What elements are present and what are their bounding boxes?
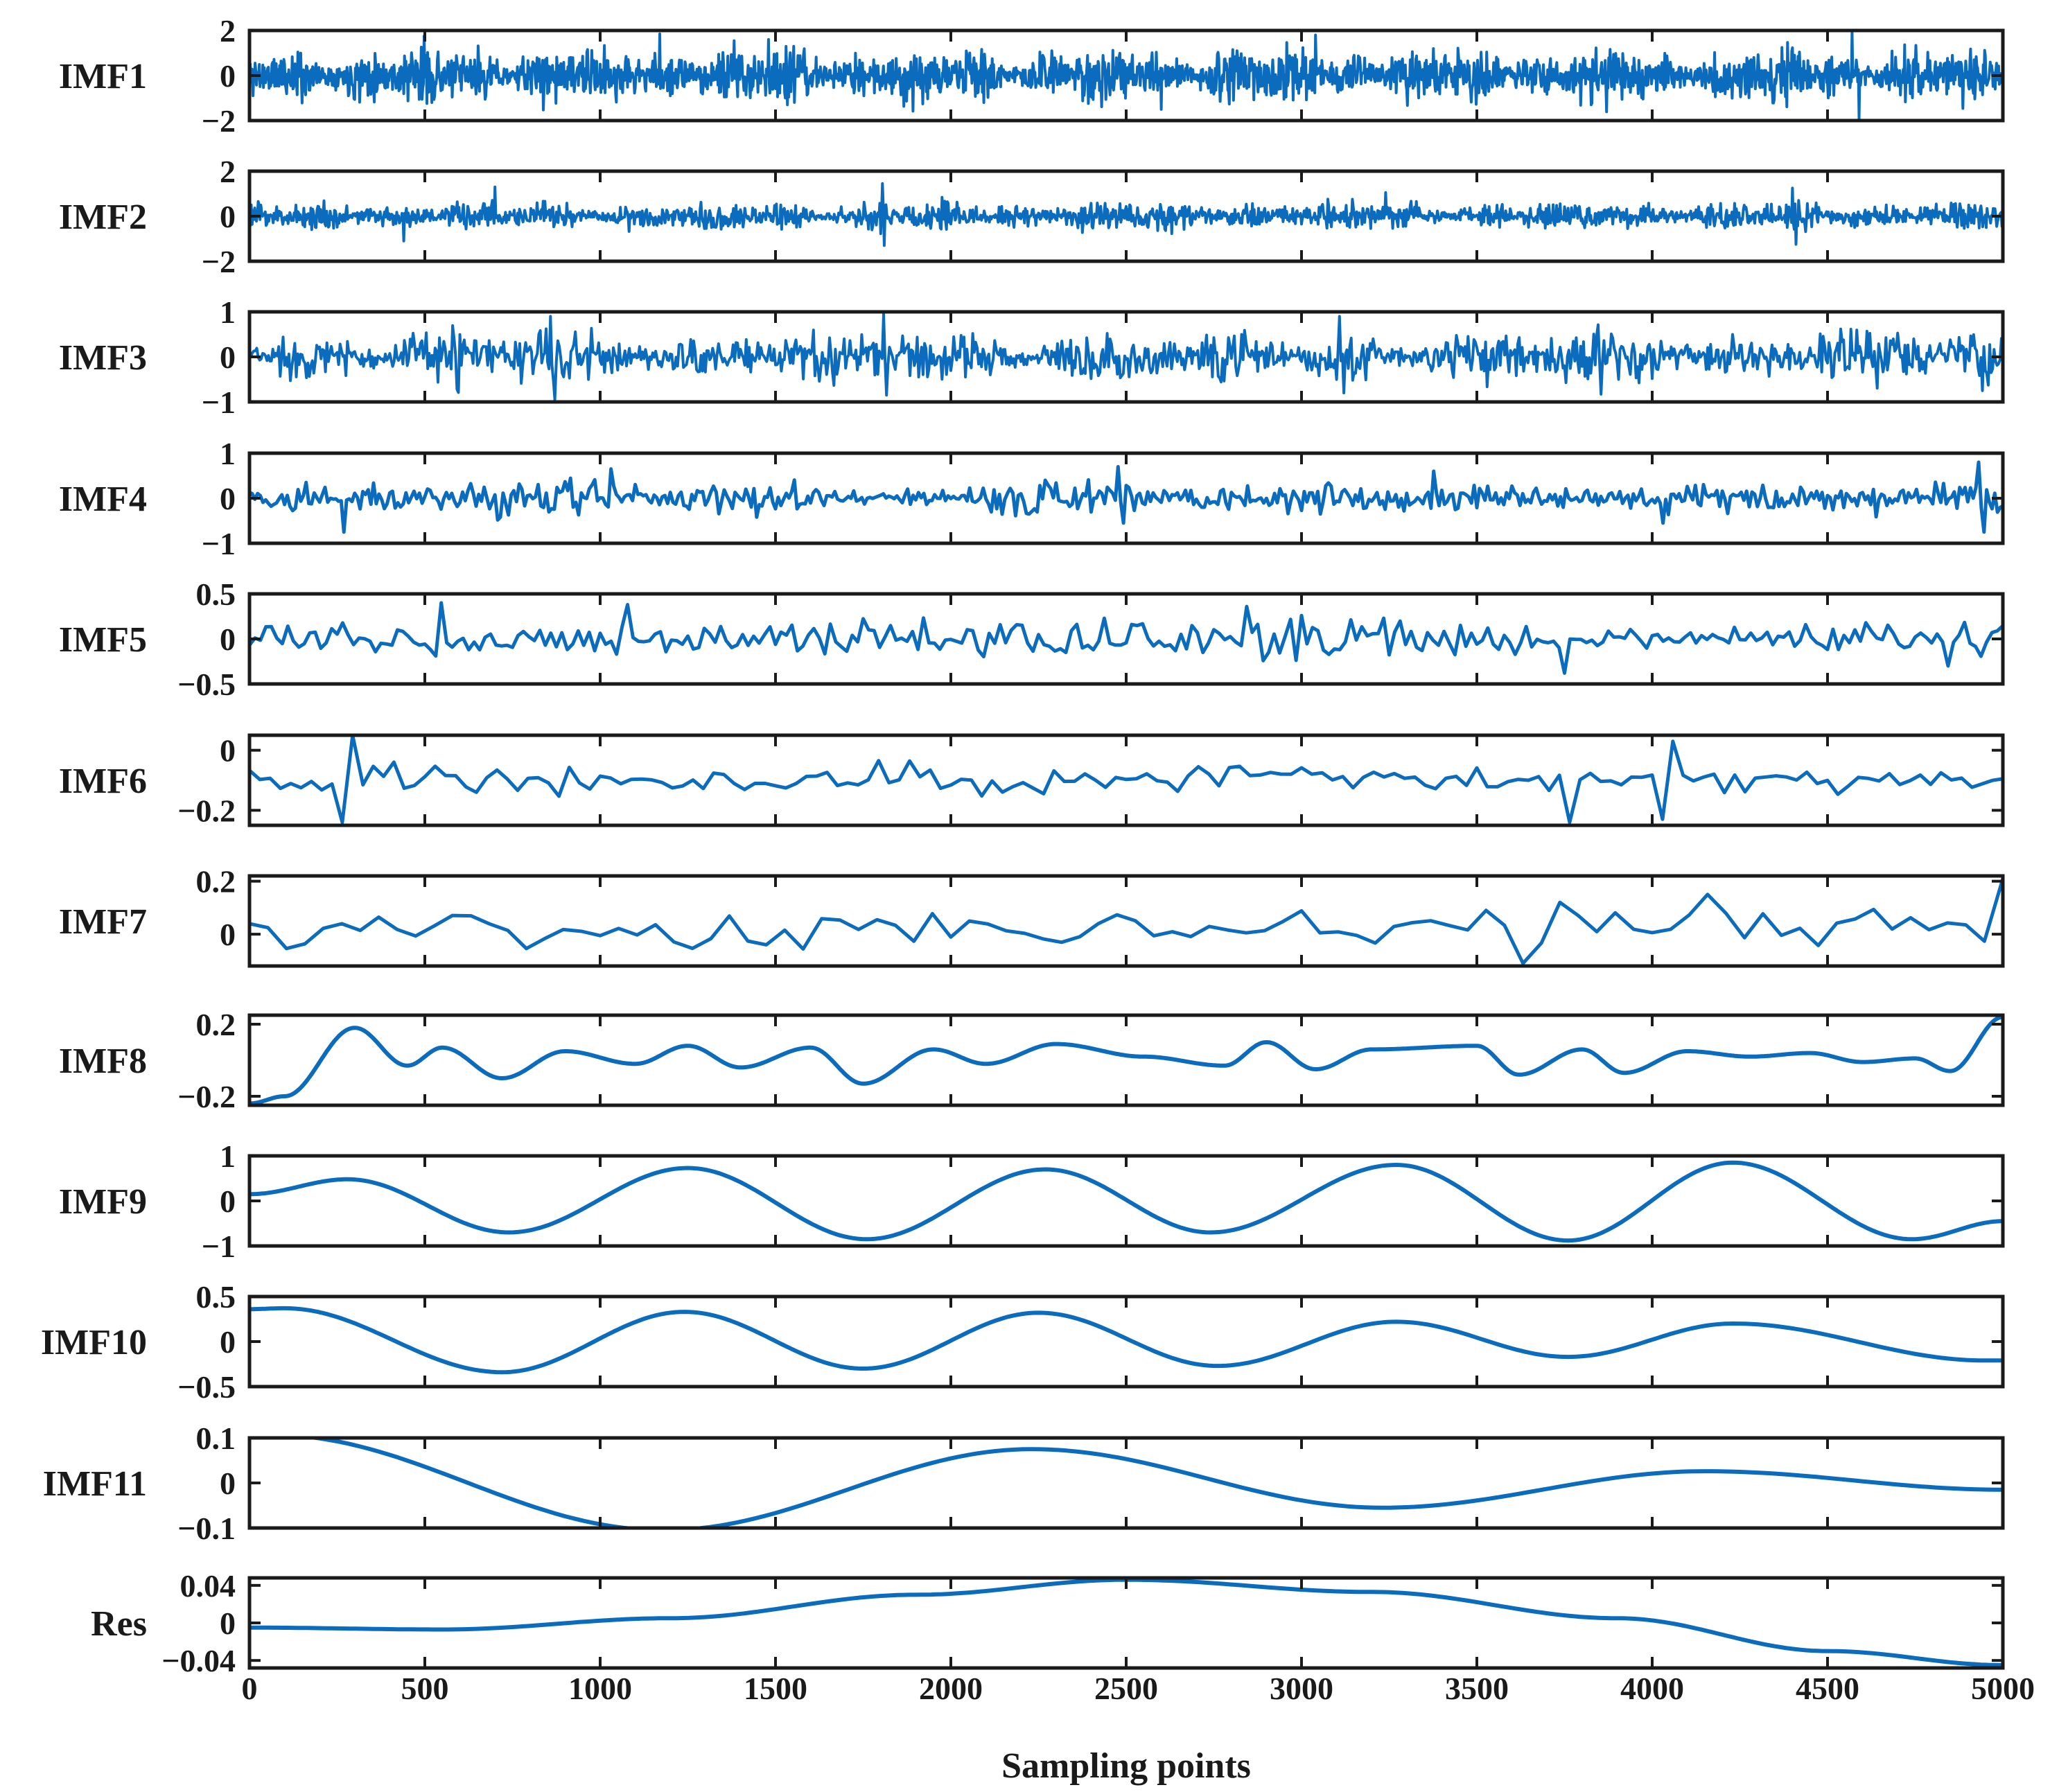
axes-frame: [247, 1013, 2005, 1107]
y-tick-label: 0: [220, 622, 236, 657]
y-tick-label: −0.5: [177, 1369, 236, 1405]
y-tick-label: 2: [220, 13, 236, 49]
y-tick-label: 0: [220, 481, 236, 516]
y-tick-label: 0.1: [196, 1421, 236, 1456]
x-tick-label: 500: [401, 1671, 449, 1706]
panel-imf8: 0.2 −0.2 IMF8: [59, 1007, 2005, 1114]
panel-label: IMF2: [59, 197, 147, 237]
x-tick-label: 4000: [1620, 1671, 1684, 1706]
y-tick-label: 0: [220, 58, 236, 94]
panel-imf2: 2 0 −2 IMF2: [59, 154, 2005, 279]
y-tick-label: −2: [202, 244, 236, 279]
y-tick-label: −1: [202, 385, 236, 420]
series-line-imf5: [249, 601, 2003, 675]
panel-imf7: 0.2 0 IMF7: [59, 864, 2005, 968]
y-tick-label: 1: [220, 295, 236, 330]
panel-label: Res: [91, 1604, 147, 1644]
y-tick-label: 0.2: [196, 1007, 236, 1042]
series-line-imf4: [249, 460, 2003, 534]
y-tick-label: −0.1: [177, 1511, 236, 1546]
panel-imf11: 0.1 0 −0.1 IMF11: [43, 1421, 2005, 1546]
y-tick-label: −2: [202, 103, 236, 139]
panel-label: IMF3: [59, 338, 147, 378]
y-tick-label: 1: [220, 1139, 236, 1174]
series-line-imf1: [249, 29, 2003, 120]
series-line-imf7: [249, 877, 2003, 965]
y-tick-label: 0: [220, 1184, 236, 1219]
panel-label: IMF9: [59, 1182, 147, 1222]
y-tick-label: 0: [220, 917, 236, 952]
y-tick-label: 2: [220, 154, 236, 189]
x-tick-label: 3000: [1270, 1671, 1333, 1706]
series-line-res: [249, 1577, 2003, 1667]
y-tick-label: −1: [202, 526, 236, 561]
y-tick-label: −1: [202, 1229, 236, 1264]
y-tick-label: 0.04: [180, 1568, 236, 1604]
panel-label: IMF4: [59, 480, 147, 519]
y-tick-label: −0.04: [161, 1643, 236, 1678]
y-tick-label: 0.5: [196, 577, 236, 612]
panel-imf4: 1 0 −1 IMF4: [59, 436, 2005, 561]
panel-label: IMF6: [59, 762, 147, 801]
x-tick-label: 0: [242, 1671, 258, 1706]
axes-frame: [247, 1576, 2005, 1670]
x-tick-label: 2000: [919, 1671, 983, 1706]
y-tick-label: 0: [220, 733, 236, 768]
panel-imf3: 1 0 −1 IMF3: [59, 295, 2005, 420]
panel-res: 0.040−0.04 Res: [91, 1568, 2005, 1678]
panel-imf6: 0 −0.2 IMF6: [59, 733, 2005, 828]
y-tick-label: 0.5: [196, 1279, 236, 1315]
panel-imf9: 1 0 −1 IMF9: [59, 1139, 2005, 1264]
y-tick-label: 0: [220, 1606, 236, 1641]
panel-label: IMF7: [59, 902, 147, 942]
series-line-imf11: [249, 1437, 2003, 1529]
y-tick-label: −0.2: [177, 1079, 236, 1114]
y-tick-label: 0: [220, 1324, 236, 1360]
panel-label: IMF5: [59, 620, 147, 660]
x-tick-label: 4500: [1796, 1671, 1859, 1706]
series-line-imf9: [249, 1160, 2003, 1243]
axes-frame: [247, 1436, 2005, 1530]
panel-imf5: 0.5 0 −0.5 IMF5: [59, 577, 2005, 702]
series-line-imf2: [249, 182, 2003, 247]
y-tick-label: −0.5: [177, 667, 236, 702]
series-line-imf6: [249, 734, 2003, 825]
series-line-imf10: [249, 1306, 2003, 1375]
y-tick-label: 0: [220, 1466, 236, 1501]
panel-label: IMF1: [59, 57, 147, 96]
y-tick-label: −0.2: [177, 793, 236, 828]
panel-imf10: 0.5 0 −0.5 IMF10: [41, 1279, 2005, 1405]
series-line-imf3: [249, 313, 2003, 401]
panel-label: IMF8: [59, 1042, 147, 1081]
x-axis-label: Sampling points: [1001, 1746, 1251, 1786]
x-tick-label: 5000: [1971, 1671, 2035, 1706]
y-tick-label: 0: [220, 340, 236, 375]
x-tick-label: 2500: [1094, 1671, 1158, 1706]
axes-frame: [247, 874, 2005, 968]
y-tick-label: 1: [220, 436, 236, 471]
y-tick-label: 0.2: [196, 864, 236, 899]
x-tick-label: 1000: [568, 1671, 632, 1706]
x-tick-label: 3500: [1445, 1671, 1509, 1706]
series-line-imf8: [249, 1014, 2003, 1106]
panel-label: IMF11: [43, 1464, 147, 1504]
panel-imf1: 2 0 −2 IMF1: [59, 13, 2005, 139]
y-tick-label: 0: [220, 199, 236, 234]
x-tick-label: 1500: [744, 1671, 807, 1706]
panel-label: IMF10: [41, 1323, 147, 1362]
